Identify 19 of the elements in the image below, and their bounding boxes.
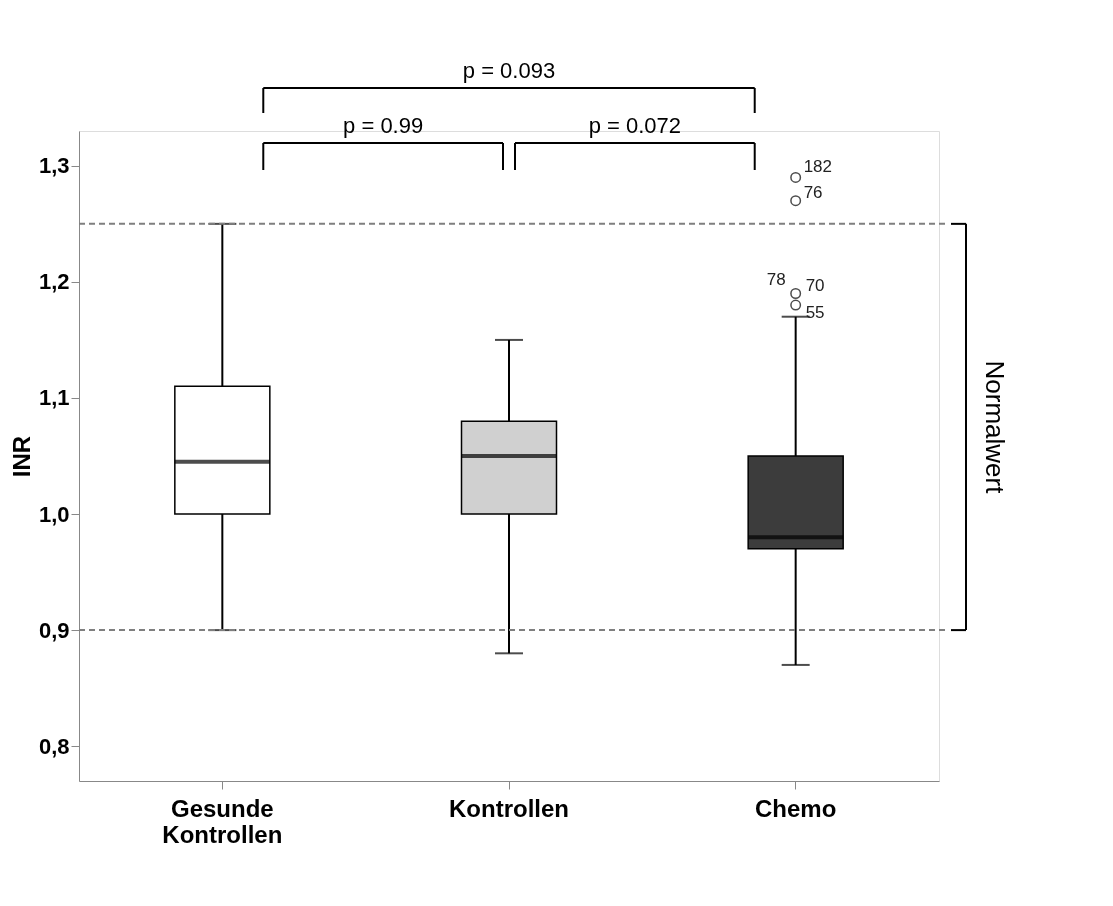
y-tick-label: 1,3 bbox=[38, 153, 70, 179]
annotation: 55 bbox=[805, 303, 825, 323]
y-tick-label: 0,8 bbox=[38, 733, 70, 759]
annotation: p = 0.072 bbox=[588, 113, 682, 138]
annotation: 76 bbox=[803, 182, 823, 202]
x-tick-label: Gesunde Kontrollen bbox=[162, 794, 283, 848]
y-tick-label: 1,0 bbox=[38, 501, 70, 527]
annotation: 182 bbox=[803, 157, 833, 177]
annotation: p = 0.99 bbox=[343, 113, 424, 138]
x-tick-label: Chemo bbox=[754, 794, 837, 822]
text: Normalwert bbox=[980, 360, 1010, 495]
x-tick-label: Kontrollen bbox=[449, 794, 569, 822]
text: p = 0.093 bbox=[462, 58, 556, 83]
annotation: 70 bbox=[805, 275, 825, 295]
y-tick-label: 1,2 bbox=[38, 269, 70, 295]
y-axis-title: INR bbox=[7, 435, 35, 478]
y-tick-label: 0,9 bbox=[38, 617, 70, 643]
annotation: 78 bbox=[766, 269, 786, 289]
y-tick-label: 1,1 bbox=[38, 385, 70, 411]
